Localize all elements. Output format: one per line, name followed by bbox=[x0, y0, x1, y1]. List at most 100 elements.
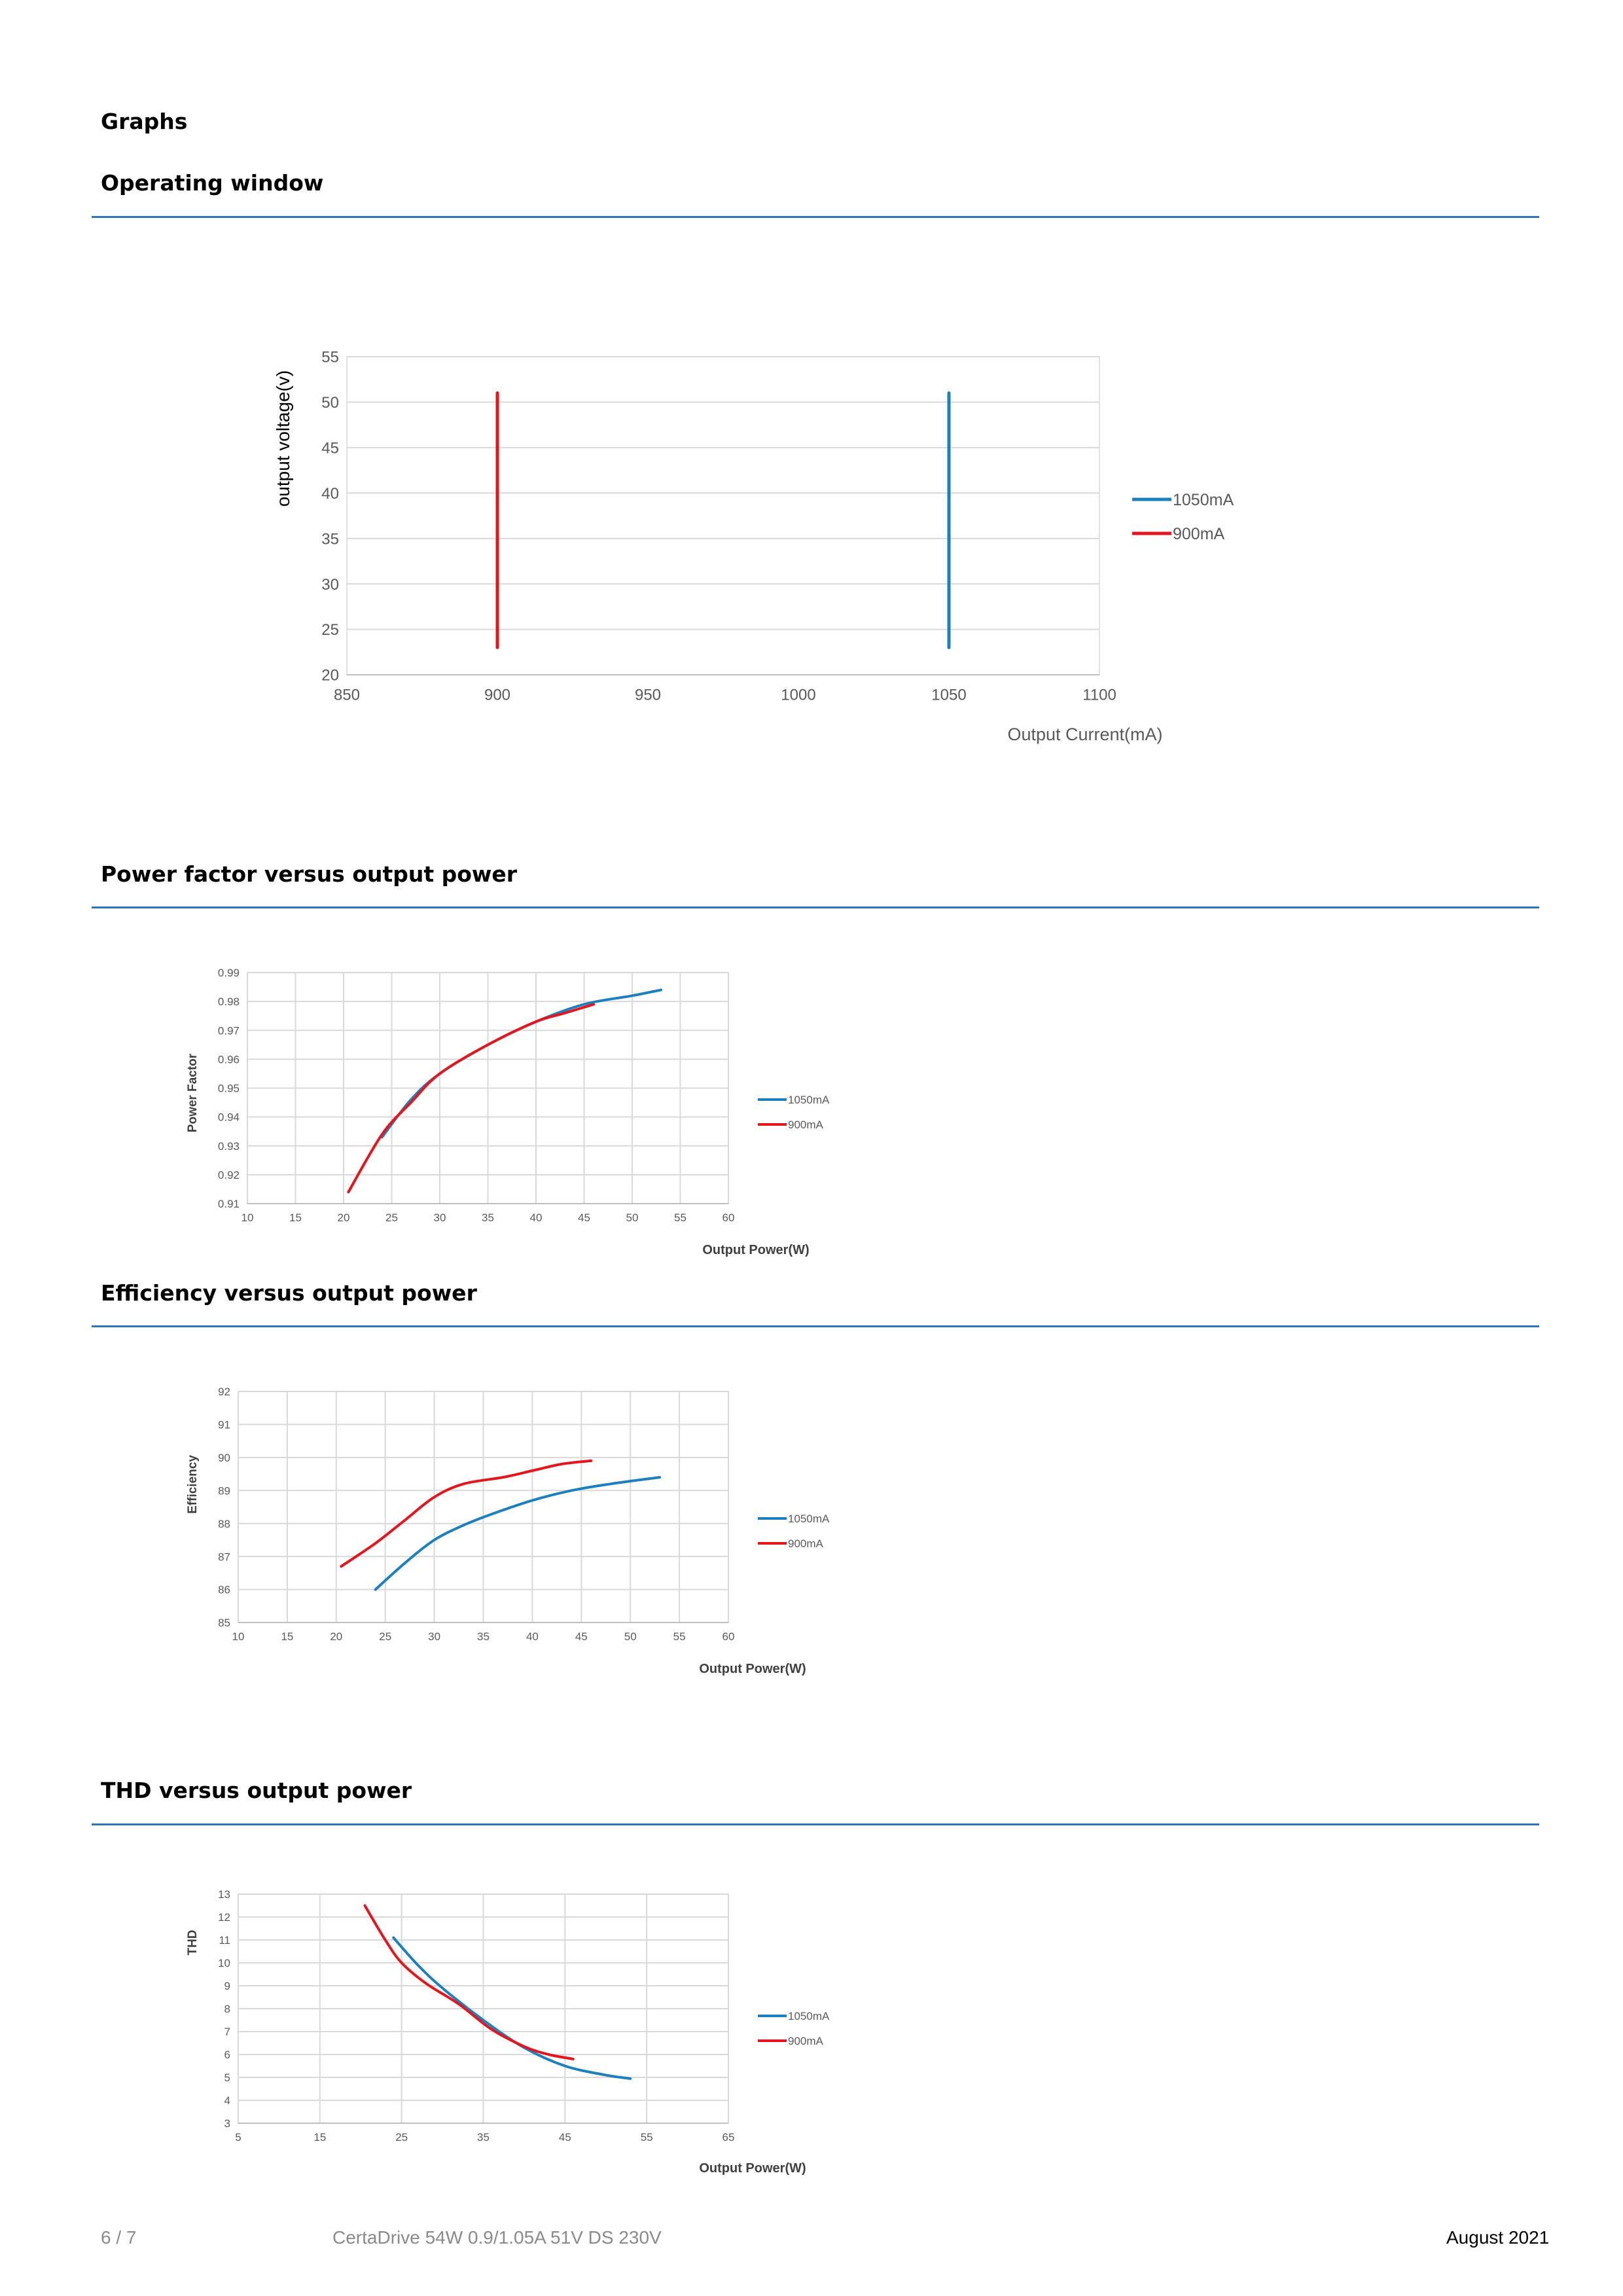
y-tick-label: 89 bbox=[218, 1484, 230, 1497]
y-tick-label: 3 bbox=[224, 2117, 230, 2130]
x-tick-label: 50 bbox=[626, 1211, 639, 1224]
x-tick-label: 15 bbox=[313, 2131, 326, 2144]
y-tick-label: 0.92 bbox=[218, 1169, 240, 1181]
x-tick-label: 65 bbox=[722, 2131, 735, 2144]
x-axis-label: Output Current(mA) bbox=[1007, 725, 1162, 744]
section-heading-thd: THD versus output power bbox=[101, 1778, 412, 1803]
x-tick-label: 55 bbox=[673, 1630, 686, 1643]
x-tick-label: 950 bbox=[635, 686, 661, 704]
y-tick-label: 50 bbox=[321, 394, 339, 412]
y-tick-label: 13 bbox=[218, 1888, 230, 1901]
section-divider bbox=[92, 1823, 1539, 1825]
x-tick-label: 35 bbox=[477, 1630, 490, 1643]
y-tick-label: 92 bbox=[218, 1386, 230, 1398]
y-tick-label: 87 bbox=[218, 1551, 230, 1563]
y-axis-label: Efficiency bbox=[186, 1455, 200, 1514]
series-line-900mA bbox=[363, 1904, 575, 2060]
y-tick-label: 12 bbox=[218, 1911, 230, 1924]
x-tick-label: 900 bbox=[484, 686, 510, 704]
y-axis-label: output voltage(v) bbox=[273, 370, 293, 507]
series-line-900mA bbox=[340, 1459, 593, 1568]
series-line-900mA bbox=[347, 1003, 596, 1194]
footer-date: August 2021 bbox=[1446, 2227, 1550, 2248]
x-tick-label: 1100 bbox=[1082, 686, 1116, 704]
x-tick-label: 35 bbox=[477, 2131, 490, 2144]
y-tick-label: 35 bbox=[321, 530, 339, 548]
x-tick-label: 30 bbox=[434, 1211, 446, 1224]
efficiency-chart: 85 86 87 88 89 90 91 92 10 15 20 25 30 35 40 45 50 55 60 10… bbox=[186, 1386, 830, 1676]
y-tick-label: 0.91 bbox=[218, 1198, 240, 1210]
footer-product-name: CertaDrive 54W 0.9/1.05A 51V DS 230V bbox=[332, 2227, 662, 2248]
section-divider bbox=[92, 906, 1539, 908]
y-tick-label: 5 bbox=[224, 2072, 230, 2084]
x-tick-label: 20 bbox=[338, 1211, 350, 1224]
x-tick-label: 45 bbox=[578, 1211, 590, 1224]
footer-page-number: 6 / 7 bbox=[101, 2227, 137, 2248]
legend-label: 900mA bbox=[1173, 525, 1225, 543]
x-tick-label: 20 bbox=[330, 1630, 342, 1643]
x-tick-label: 15 bbox=[289, 1211, 302, 1224]
y-tick-label: 0.98 bbox=[218, 996, 240, 1008]
y-tick-label: 0.95 bbox=[218, 1083, 240, 1095]
x-tick-label: 25 bbox=[385, 1211, 398, 1224]
x-tick-label: 30 bbox=[428, 1630, 440, 1643]
series-line-1050mA bbox=[374, 1476, 662, 1591]
y-tick-label: 30 bbox=[321, 576, 339, 594]
x-tick-label: 55 bbox=[674, 1211, 687, 1224]
x-axis-label: Output Power(W) bbox=[699, 2161, 806, 2176]
section-divider bbox=[92, 216, 1539, 218]
x-tick-label: 35 bbox=[482, 1211, 494, 1224]
y-tick-label: 11 bbox=[219, 1934, 230, 1946]
x-tick-label: 40 bbox=[526, 1630, 539, 1643]
legend-label: 900mA bbox=[788, 2035, 824, 2047]
x-tick-label: 45 bbox=[559, 2131, 571, 2144]
legend-label: 900mA bbox=[788, 1537, 824, 1550]
power-factor-chart: 0.91 0.92 0.93 0.94 0.95 0.96 0.97 0.98 0.99 10 15… bbox=[186, 967, 830, 1257]
x-tick-label: 1000 bbox=[781, 686, 815, 704]
x-tick-label: 45 bbox=[575, 1630, 588, 1643]
x-tick-label: 15 bbox=[281, 1630, 293, 1643]
y-tick-label: 0.96 bbox=[218, 1053, 240, 1066]
section-heading-graphs: Graphs bbox=[101, 109, 188, 134]
section-heading-operating-window: Operating window bbox=[101, 170, 324, 196]
y-tick-label: 0.94 bbox=[218, 1111, 240, 1124]
section-divider bbox=[92, 1325, 1539, 1327]
y-axis-label: THD bbox=[186, 1929, 200, 1955]
y-tick-label: 8 bbox=[224, 2003, 230, 2015]
x-tick-label: 60 bbox=[722, 1211, 735, 1224]
x-axis-label: Output Power(W) bbox=[702, 1243, 809, 1257]
y-tick-label: 4 bbox=[224, 2094, 230, 2107]
x-tick-label: 25 bbox=[395, 2131, 408, 2144]
x-tick-label: 1050 bbox=[931, 686, 966, 704]
section-heading-efficiency: Efficiency versus output power bbox=[101, 1280, 477, 1306]
x-tick-label: 5 bbox=[235, 2131, 241, 2144]
y-axis-label: Power Factor bbox=[186, 1053, 200, 1132]
section-heading-power-factor: Power factor versus output power bbox=[101, 861, 518, 887]
x-tick-label: 55 bbox=[641, 2131, 653, 2144]
y-tick-label: 0.97 bbox=[218, 1024, 240, 1037]
y-tick-label: 86 bbox=[218, 1584, 230, 1596]
y-tick-label: 7 bbox=[224, 2026, 230, 2038]
x-tick-label: 10 bbox=[232, 1630, 245, 1643]
legend-label: 1050mA bbox=[788, 1513, 830, 1525]
y-tick-label: 9 bbox=[224, 1980, 230, 1992]
y-tick-label: 0.99 bbox=[218, 967, 240, 979]
x-tick-label: 25 bbox=[379, 1630, 391, 1643]
operating-window-chart: 20 25 30 35 40 45 50 55 850 900 950 1000 1050 1100 105… bbox=[273, 349, 1234, 744]
legend-label: 1050mA bbox=[1173, 491, 1234, 509]
y-tick-label: 55 bbox=[321, 349, 339, 367]
y-tick-label: 90 bbox=[218, 1452, 230, 1464]
y-tick-label: 10 bbox=[218, 1957, 230, 1969]
x-tick-label: 60 bbox=[722, 1630, 735, 1643]
plot-area bbox=[346, 356, 1100, 675]
x-tick-label: 40 bbox=[530, 1211, 543, 1224]
legend-label: 1050mA bbox=[788, 1094, 830, 1106]
y-tick-label: 85 bbox=[218, 1617, 230, 1629]
y-tick-label: 88 bbox=[218, 1518, 230, 1530]
legend-label: 1050mA bbox=[788, 2010, 830, 2022]
y-tick-label: 45 bbox=[321, 439, 339, 457]
legend-label: 900mA bbox=[788, 1119, 824, 1131]
y-tick-label: 40 bbox=[321, 485, 339, 503]
x-axis-label: Output Power(W) bbox=[699, 1662, 806, 1676]
